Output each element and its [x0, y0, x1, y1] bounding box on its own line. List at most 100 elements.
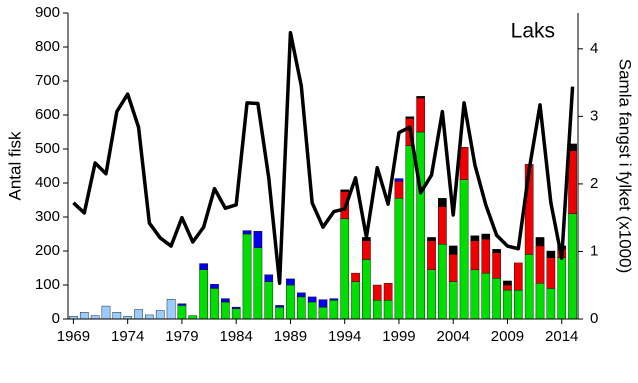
bar-segment [546, 288, 556, 320]
bar-segment [253, 247, 263, 320]
bar-segment [351, 272, 360, 282]
bar-segment [557, 257, 567, 320]
bar-segment [405, 116, 415, 119]
bar-segment [231, 306, 241, 310]
bar-segment [145, 314, 154, 320]
bar-segment [448, 245, 458, 255]
bar-segment [275, 305, 284, 308]
bar-segment [492, 252, 501, 279]
bar-segment [177, 303, 187, 306]
y2-tick-label: 3 [590, 107, 598, 124]
x-tick-label: 1984 [220, 328, 253, 345]
y-tick-label: 0 [52, 310, 60, 327]
bar-segment [79, 312, 89, 320]
x-tick-label: 1999 [382, 328, 415, 345]
x-tick-label: 2009 [491, 328, 524, 345]
bar-segment [210, 284, 219, 289]
bar-segment [448, 254, 458, 282]
bar-segment [101, 305, 111, 320]
bar-segment [503, 280, 512, 286]
bar-segment [296, 292, 306, 298]
bar-segment [416, 97, 425, 133]
bar-segment [438, 243, 447, 320]
bar-segment [177, 305, 187, 320]
bar-segment [210, 288, 219, 320]
bar-segment [427, 237, 436, 241]
bar-segment [481, 238, 491, 274]
bar-segment [242, 233, 252, 320]
bar-segment [481, 233, 491, 240]
y-tick-label: 700 [35, 72, 60, 89]
y-tick-label: 600 [35, 106, 60, 123]
y2-tick-label: 0 [590, 310, 598, 327]
bar-segment [394, 181, 404, 199]
y-tick-label: 200 [35, 242, 60, 259]
y-tick-label: 300 [35, 208, 60, 225]
y2-axis-label: Samla fangst i fylket (x1000) [616, 59, 635, 273]
bar-segment [199, 269, 208, 320]
x-tick-label: 1994 [328, 328, 361, 345]
y-tick-label: 400 [35, 174, 60, 191]
bar-segment [546, 250, 556, 259]
bar-segment [394, 178, 404, 182]
bar-segment [286, 278, 295, 286]
bar-segment [394, 198, 404, 320]
bar-segment [307, 301, 317, 320]
bar-segment [383, 300, 393, 320]
y-tick-label: 100 [35, 276, 60, 293]
bar-segment [286, 284, 295, 320]
bar-segment [264, 274, 274, 282]
bar-segment [134, 309, 143, 320]
bar-segment [568, 213, 577, 320]
x-tick-label: 1974 [111, 328, 144, 345]
bar-segment [264, 281, 274, 320]
x-tick-label: 1979 [165, 328, 198, 345]
bar-segment [438, 198, 447, 208]
bar-segment [459, 179, 469, 320]
bar-segment [307, 296, 317, 303]
bar-segment [470, 235, 480, 241]
x-tick-label: 2004 [437, 328, 470, 345]
line-series [72, 30, 575, 285]
y2-tick-label: 4 [590, 40, 598, 57]
bar-segment [340, 189, 350, 192]
bar-segment [470, 240, 480, 270]
y2-tick-label: 2 [590, 175, 598, 192]
bar-segment [318, 306, 328, 320]
bar-segment [416, 131, 425, 320]
bar-segment [340, 218, 350, 320]
bar-segment [503, 284, 512, 291]
bar-segment [535, 283, 545, 320]
bar-segment [459, 147, 469, 180]
annotation: Laks [511, 20, 555, 43]
bar-segment [481, 272, 491, 320]
bar-segment [318, 299, 328, 308]
bar-segment [372, 300, 382, 320]
bar-segment [253, 231, 263, 248]
bar-segment [90, 315, 100, 320]
x-tick-label: 1969 [57, 328, 90, 345]
bar-segment [383, 283, 393, 301]
bar-segment [568, 150, 577, 214]
bar-segment [524, 254, 534, 320]
bar-segment [296, 296, 306, 320]
bar-segment [513, 262, 523, 291]
y-axis-label: Antal fisk [5, 131, 24, 200]
y-tick-label: 500 [35, 140, 60, 157]
bar-segment [535, 245, 545, 284]
bar-segment [188, 315, 198, 320]
bar-segment [416, 96, 425, 99]
bar-segment [112, 312, 122, 320]
bar-segment [492, 249, 501, 253]
bar-segment [492, 278, 501, 320]
bar-segment [329, 298, 339, 301]
bar-segment [438, 206, 447, 245]
bar-segment [546, 257, 556, 289]
bar-segment [427, 269, 436, 320]
bar-segment [329, 300, 339, 320]
bar-segment [448, 281, 458, 320]
bar-segment [221, 298, 230, 303]
bar-segment [535, 237, 545, 247]
bar-segment [221, 301, 230, 320]
